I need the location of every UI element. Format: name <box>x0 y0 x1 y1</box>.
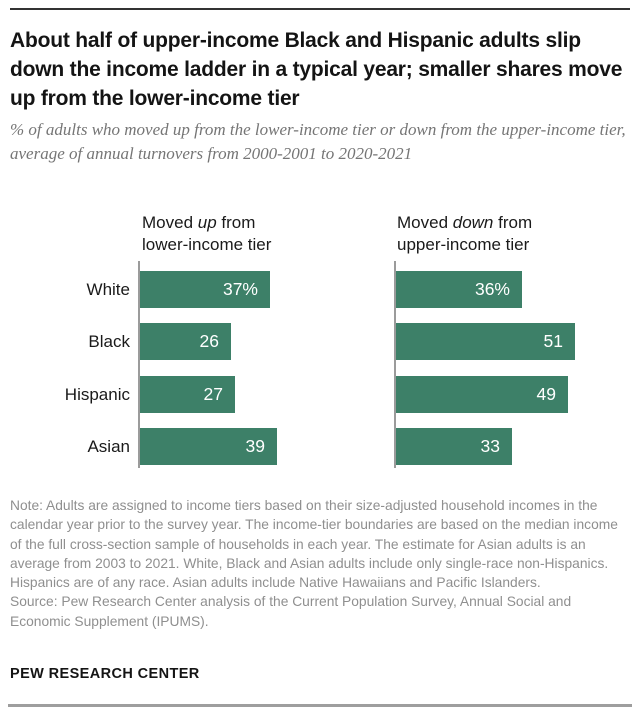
left-panel-header-line2: lower-income tier <box>142 235 272 254</box>
bar: 51 <box>396 323 575 360</box>
right-axis-line <box>394 261 396 468</box>
category-label: Black <box>88 332 130 351</box>
chart-subtitle: % of adults who moved up from the lower-… <box>10 120 626 163</box>
top-divider <box>10 8 630 10</box>
bar: 33 <box>396 428 512 465</box>
right-panel-header-line1: Moved down from <box>397 212 532 234</box>
header-italic-word: down <box>452 213 494 232</box>
left-axis-line <box>138 261 140 468</box>
right-panel-header-line2: upper-income tier <box>397 235 530 254</box>
header-text: from <box>216 213 256 232</box>
bar: 37% <box>140 271 270 308</box>
left-panel-header: Moved up from lower-income tier <box>142 212 271 256</box>
bar: 27 <box>140 376 235 413</box>
category-label: Asian <box>87 437 130 456</box>
header-italic-word: up <box>197 213 217 232</box>
bar: 36% <box>396 271 522 308</box>
page-title: About half of upper-income Black and His… <box>10 29 623 110</box>
bar: 26 <box>140 323 231 360</box>
note-text: Note: Adults are assigned to income tier… <box>10 498 618 591</box>
right-panel-header: Moved down from upper-income tier <box>397 212 532 256</box>
header-text: Moved <box>142 213 198 232</box>
source-text: Source: Pew Research Center analysis of … <box>10 594 572 629</box>
category-label: Hispanic <box>64 385 130 404</box>
left-panel-header-line1: Moved up from <box>142 212 271 234</box>
bar: 49 <box>396 376 568 413</box>
category-label: White <box>86 280 130 299</box>
note-block: Note: Adults are assigned to income tier… <box>10 496 632 631</box>
bottom-divider <box>8 704 632 707</box>
header-text: from <box>493 213 533 232</box>
footer-brand: PEW RESEARCH CENTER <box>10 666 200 682</box>
bar: 39 <box>140 428 277 465</box>
header-text: Moved <box>397 213 453 232</box>
category-labels: White Black Hispanic Asian <box>0 271 130 465</box>
